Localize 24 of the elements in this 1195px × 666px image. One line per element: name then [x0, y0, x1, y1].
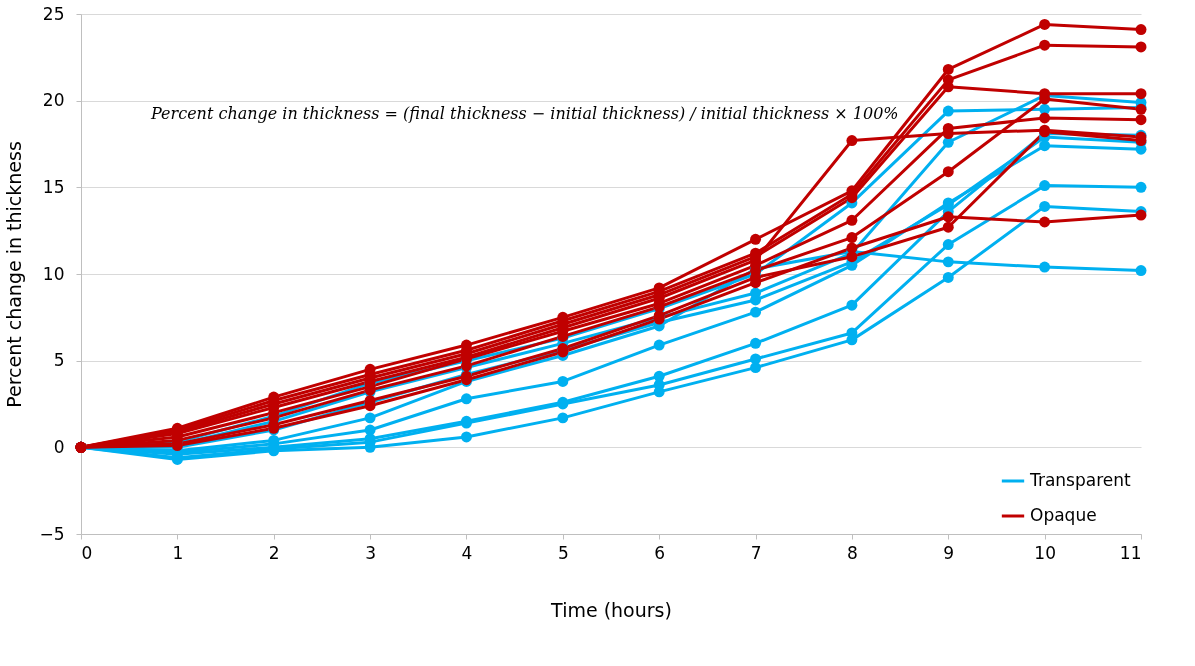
- y-tick-label: 15: [42, 176, 65, 197]
- y-tick-label: 5: [53, 350, 65, 371]
- y-tick-label: −5: [39, 523, 65, 544]
- x-tick-label: 7: [750, 542, 762, 563]
- y-tick-label: 0: [53, 436, 65, 457]
- x-axis-title: Time (hours): [550, 598, 672, 621]
- y-tick-label: 25: [42, 3, 65, 24]
- x-tick-label: 4: [461, 542, 473, 563]
- x-tick-label: 1: [172, 542, 184, 563]
- y-axis-title: Percent change in thickness: [3, 141, 26, 408]
- x-tick-label: 0: [81, 542, 93, 563]
- x-tick-label: 5: [557, 542, 569, 563]
- x-tick-label: 11: [1119, 542, 1142, 563]
- y-tick-label: 10: [42, 263, 65, 284]
- x-tick-label: 6: [654, 542, 666, 563]
- annotation: Percent change in thickness = (final thickness − initial thickness) / initial thickness × 100%: [150, 104, 899, 123]
- legend-label: Opaque: [1030, 505, 1097, 525]
- legend-label: Transparent: [1029, 470, 1131, 490]
- x-tick-label: 8: [847, 542, 858, 563]
- x-tick-label: 2: [268, 542, 280, 563]
- x-tick-label: 3: [365, 542, 376, 563]
- x-tick-label: 9: [943, 542, 955, 563]
- y-tick-label: 20: [42, 90, 65, 111]
- x-tick-label: 10: [1034, 542, 1056, 563]
